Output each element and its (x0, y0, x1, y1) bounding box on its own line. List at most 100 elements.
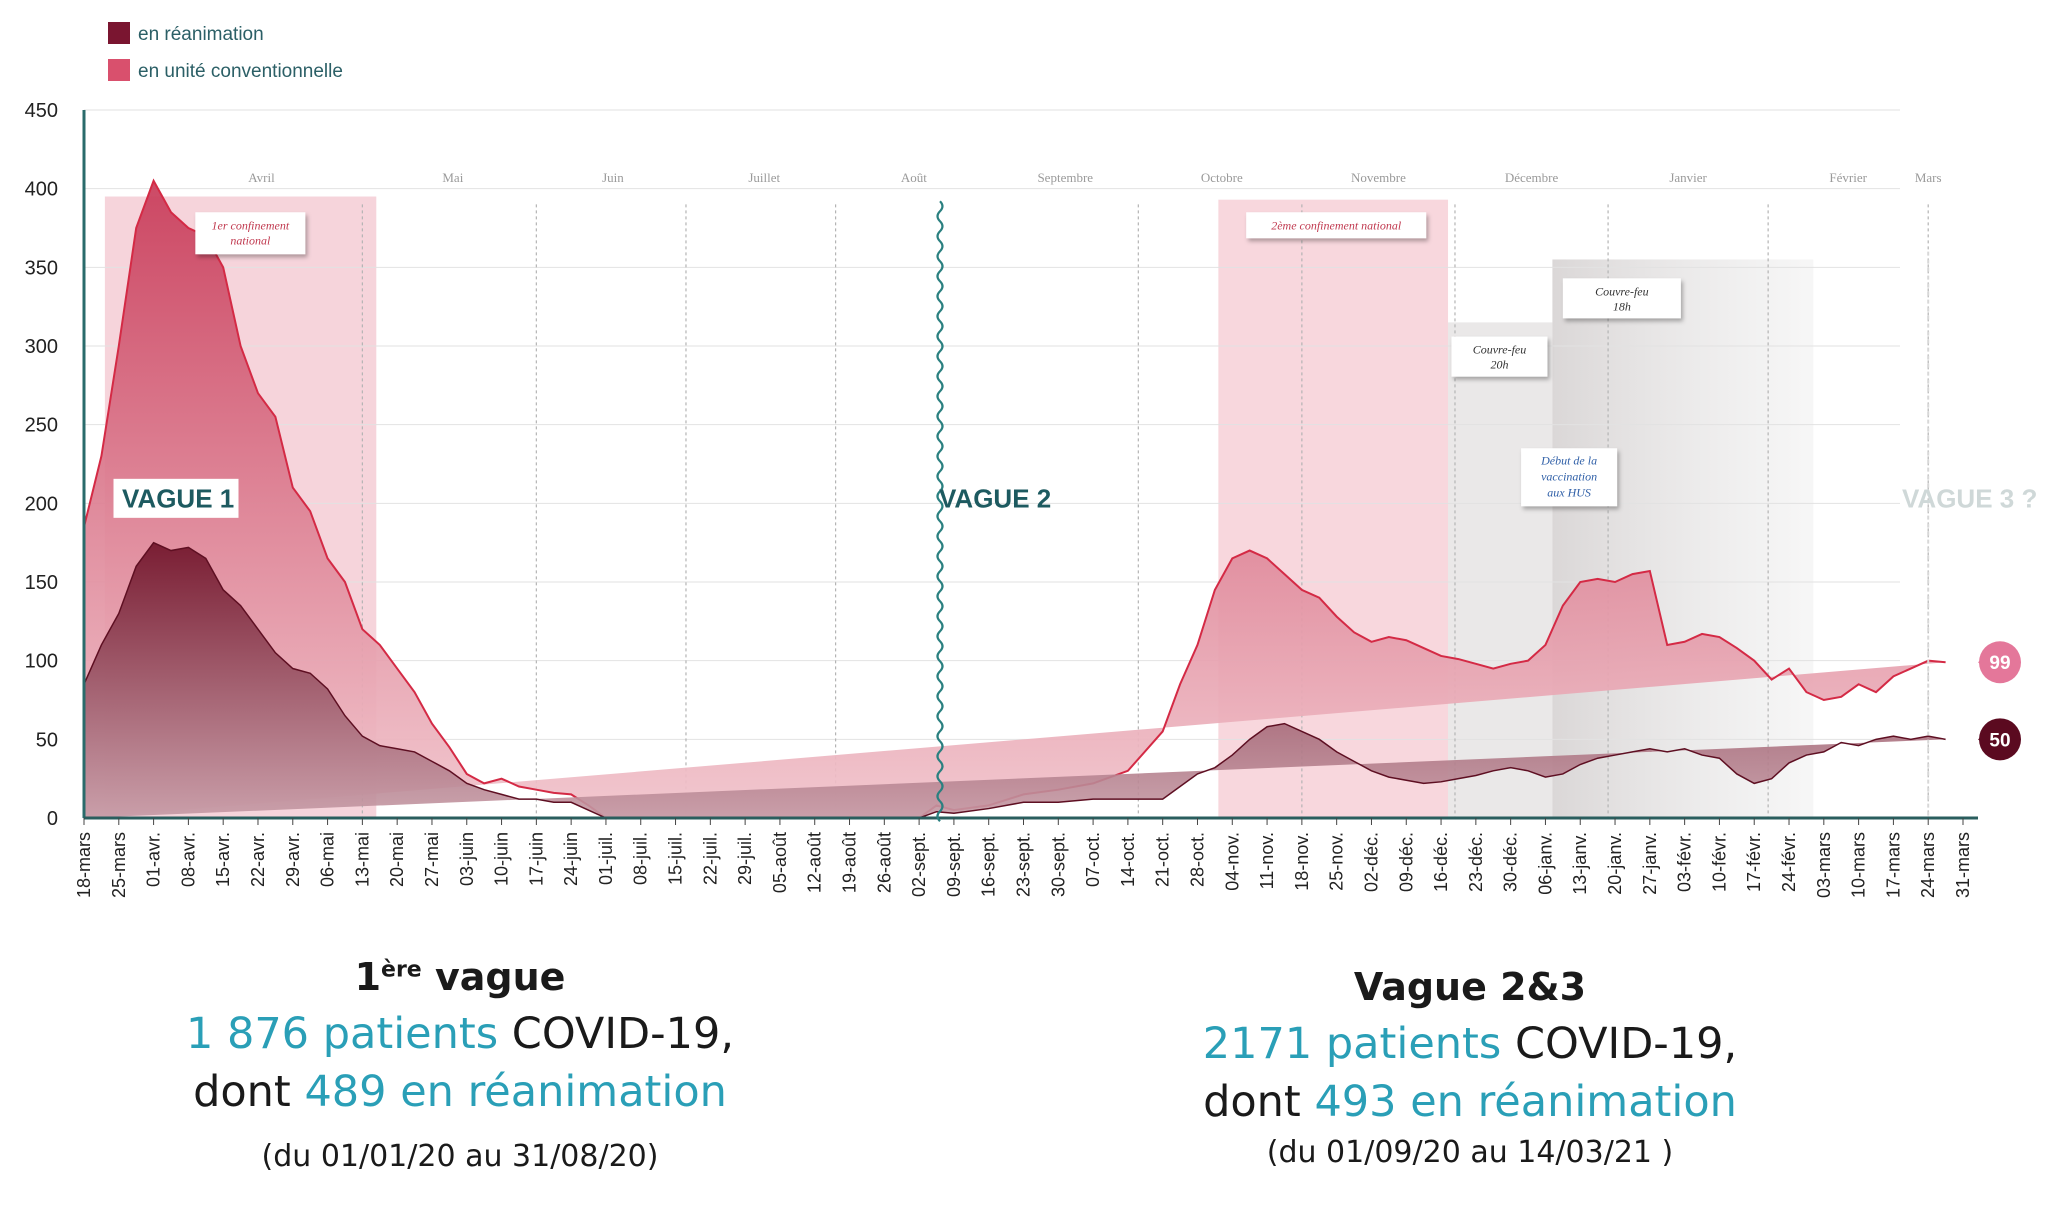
wave-label: VAGUE 3 ? (1902, 483, 2037, 513)
x-tick-label: 24-mars (1918, 832, 1938, 898)
wave-1-patients: 1 876 patients COVID-19, (160, 1005, 760, 1063)
month-label: Septembre (1037, 170, 1093, 185)
x-tick-label: 06-janv. (1535, 832, 1555, 895)
x-tick-label: 19-août (840, 832, 860, 893)
wave-label: VAGUE 2 (939, 483, 1051, 513)
x-tick-label: 20-janv. (1605, 832, 1625, 895)
wave-2-3-patients: 2171 patients COVID-19, (1170, 1015, 1770, 1073)
wave-1-patients-label: COVID-19, (498, 1009, 735, 1059)
x-tick-label: 18-mars (74, 832, 94, 898)
wave-2-3-patients-label: COVID-19, (1501, 1019, 1738, 1069)
x-tick-label: 10-févr. (1709, 832, 1729, 892)
y-tick-label: 300 (25, 336, 58, 358)
y-tick-label: 450 (25, 100, 58, 122)
x-tick-label: 25-mars (109, 832, 129, 898)
period-label: 20h (1490, 358, 1508, 372)
x-tick-label: 21-oct. (1153, 832, 1173, 887)
period-label-box (1451, 336, 1548, 377)
end-value-bubble (1979, 641, 2021, 684)
x-tick-label: 18-nov. (1292, 832, 1312, 891)
legend-label: en unité conventionnelle (138, 61, 343, 82)
x-tick-label: 22-juil. (700, 832, 720, 885)
period-label-box (195, 212, 306, 255)
month-label: Août (901, 170, 927, 185)
x-tick-label: 07-oct. (1083, 832, 1103, 887)
legend-label: en réanimation (138, 24, 264, 45)
period-label: national (230, 233, 271, 247)
annotation-box (1521, 448, 1618, 507)
x-tick-label: 08-juil. (631, 832, 651, 885)
y-tick-label: 50 (36, 729, 58, 751)
x-tick-label: 11-nov. (1257, 832, 1277, 889)
x-tick-label: 24-févr. (1779, 832, 1799, 892)
x-tick-label: 10-juin (492, 832, 512, 886)
month-label: Octobre (1201, 170, 1243, 185)
x-tick-label: 17-févr. (1744, 832, 1764, 892)
wave-1-title-sup: ère (381, 957, 422, 983)
x-tick-label: 13-mai (352, 832, 372, 887)
wave-1-dont: dont (193, 1067, 305, 1117)
x-tick-label: 27-mai (422, 832, 442, 887)
x-tick-label: 16-sept. (979, 832, 999, 897)
month-label: Janvier (1669, 170, 1707, 185)
period-label-box (1246, 212, 1427, 239)
period-label-box (1562, 278, 1681, 319)
x-tick-label: 26-août (874, 832, 894, 893)
x-tick-label: 25-nov. (1327, 832, 1347, 891)
x-tick-label: 16-déc. (1431, 832, 1451, 892)
wave-label: VAGUE 1 (122, 483, 234, 513)
end-value-label: 99 (1989, 653, 2010, 674)
month-label: Juin (602, 170, 624, 185)
line-conventionnelle (83, 178, 1946, 819)
x-tick-label: 23-sept. (1014, 832, 1034, 897)
x-tick-label: 14-oct. (1118, 832, 1138, 887)
x-tick-label: 01-juil. (596, 832, 616, 885)
period-shading (1448, 322, 1553, 818)
period-label: Couvre-feu (1595, 284, 1649, 298)
month-label: Décembre (1505, 170, 1559, 185)
y-tick-label: 150 (25, 572, 58, 594)
legend-swatch (108, 59, 130, 81)
y-tick-label: 250 (25, 415, 58, 437)
wave-2-3-icu-count: 493 en réanimation (1314, 1077, 1737, 1127)
annotation-label: vaccination (1541, 469, 1597, 483)
annotation-label: Début de la (1540, 453, 1597, 467)
y-tick-label: 400 (25, 179, 58, 201)
month-label: Novembre (1351, 170, 1406, 185)
period-label: 18h (1613, 299, 1631, 313)
wave-2-3-date-range: (du 01/09/20 au 14/03/21 ) (1266, 1135, 1674, 1170)
x-tick-label: 02-sept. (909, 832, 929, 897)
month-label: Février (1829, 170, 1867, 185)
summary-wave-1: 1ère vague 1 876 patients COVID-19, dont… (160, 955, 760, 1174)
x-tick-label: 09-déc. (1396, 832, 1416, 892)
hospitalisation-chart: Avril Mai Juin Juillet Août Septembre Octobre N… (25, 22, 2037, 898)
x-tick-label: 12-août (805, 832, 825, 893)
annotation-label: aux HUS (1547, 485, 1591, 499)
period-shading (1218, 199, 1449, 818)
x-tick-label: 22-avr. (248, 832, 268, 887)
period-label: 1er confinement (212, 218, 290, 232)
legend-swatch (108, 22, 130, 44)
end-value-bubble (1979, 718, 2021, 761)
period-label: 2ème confinement national (1271, 218, 1402, 232)
wave-1-patients-count: 1 876 patients (185, 1009, 499, 1059)
x-tick-label: 17-mars (1883, 832, 1903, 898)
wave-1-date-range: (du 01/01/20 au 31/08/20) (261, 1139, 659, 1174)
x-tick-label: 13-janv. (1570, 832, 1590, 895)
summary-wave-2-3: Vague 2&3 2171 patients COVID-19, dont 4… (1170, 965, 1770, 1170)
x-tick-label: 27-janv. (1640, 832, 1660, 895)
wave-1-title-number: 1 (354, 955, 382, 999)
x-tick-label: 06-mai (318, 832, 338, 887)
x-tick-label: 01-avr. (144, 832, 164, 887)
x-tick-label: 05-août (770, 832, 790, 893)
month-label: Avril (248, 170, 275, 185)
x-tick-label: 03-févr. (1675, 832, 1695, 892)
month-label: Mai (442, 170, 463, 185)
x-tick-label: 30-déc. (1501, 832, 1521, 892)
x-tick-label: 20-mai (387, 832, 407, 887)
y-tick-label: 200 (25, 493, 58, 515)
wave-label-box (113, 478, 239, 518)
wave-2-3-icu: dont 493 en réanimation (1170, 1073, 1770, 1131)
x-tick-label: 15-avr. (213, 832, 233, 887)
wave-2-3-dont: dont (1203, 1077, 1315, 1127)
